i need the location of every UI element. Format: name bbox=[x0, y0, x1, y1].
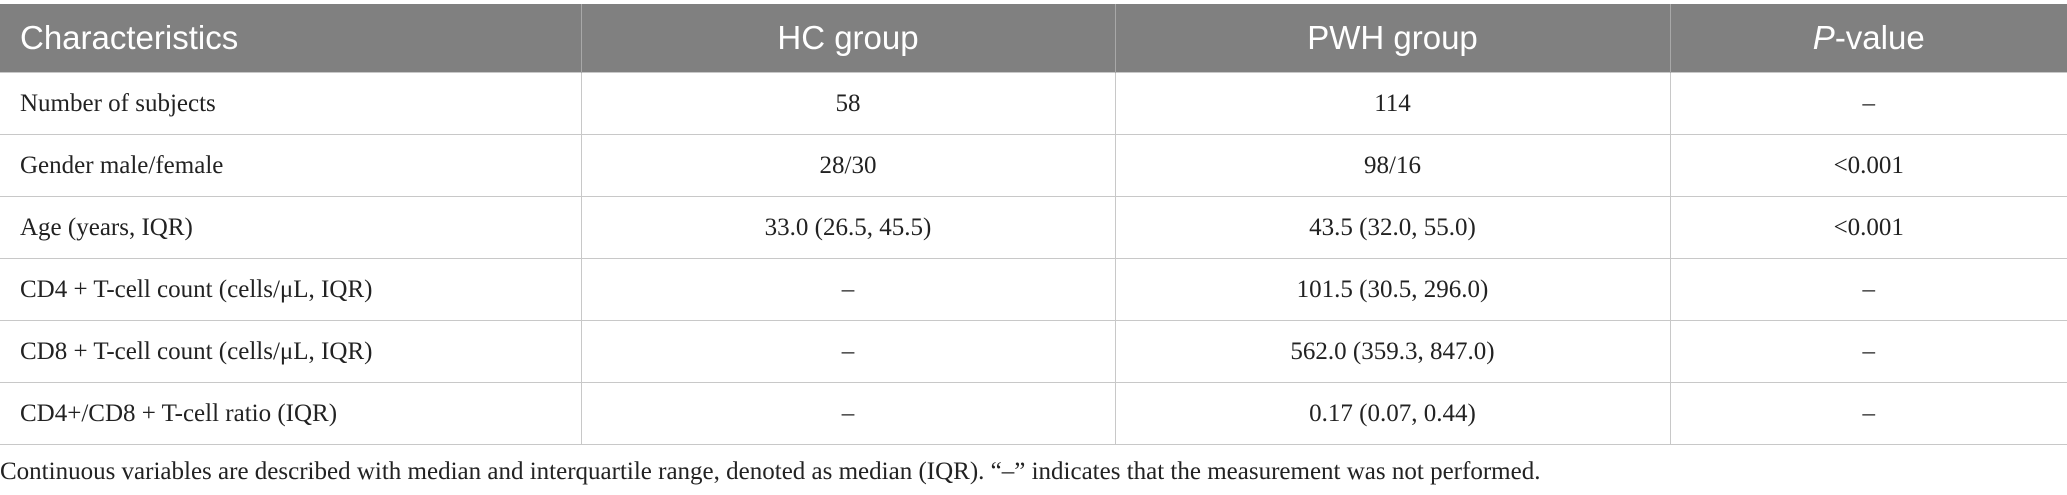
table-cell: – bbox=[1669, 320, 2067, 383]
table-cell: CD4+/CD8 + T-cell ratio (IQR) bbox=[0, 382, 582, 445]
table-cell: – bbox=[580, 382, 1116, 445]
table-cell: 43.5 (32.0, 55.0) bbox=[1114, 196, 1671, 259]
table-body: Number of subjects 58 114– Gender male/fema… bbox=[0, 72, 2067, 445]
table-cell: – bbox=[1669, 382, 2067, 445]
table-cell: 562.0 (359.3, 847.0) bbox=[1114, 320, 1671, 383]
table-cell: – bbox=[1669, 72, 2067, 135]
table-cell: CD8 + T-cell count (cells/μL, IQR) bbox=[0, 320, 582, 383]
table-cell: 98/16 bbox=[1114, 134, 1671, 197]
table-cell: <0.001 bbox=[1669, 134, 2067, 197]
table-row: CD4 + T-cell count (cells/μL, IQR) –101.5… bbox=[0, 258, 2067, 321]
column-header: HC group bbox=[580, 4, 1115, 73]
table-cell: 0.17 (0.07, 0.44) bbox=[1114, 382, 1671, 445]
characteristics-table: Characteristics HC group PWH group P-value … bbox=[0, 4, 2067, 445]
table-row: Number of subjects 58 114– bbox=[0, 72, 2067, 135]
header-row: Characteristics HC group PWH group P-value bbox=[0, 4, 2067, 73]
table-cell: 101.5 (30.5, 296.0) bbox=[1114, 258, 1671, 321]
table-cell: – bbox=[580, 320, 1116, 383]
table-row: Age (years, IQR) 33.0 (26.5, 45.5) 43.5 (3… bbox=[0, 196, 2067, 259]
table-cell: <0.001 bbox=[1669, 196, 2067, 259]
column-header: P-value bbox=[1669, 4, 2067, 73]
footnote: Continuous variables are described with … bbox=[0, 458, 1541, 485]
table-cell: Number of subjects bbox=[0, 72, 582, 135]
table-row: CD4+/CD8 + T-cell ratio (IQR) –0.17 (0.07… bbox=[0, 382, 2067, 445]
column-header: Characteristics bbox=[0, 4, 581, 73]
table-cell: 58 bbox=[580, 72, 1116, 135]
table-cell: Age (years, IQR) bbox=[0, 196, 582, 259]
column-header: PWH group bbox=[1114, 4, 1670, 73]
header-italic: P bbox=[1812, 19, 1835, 56]
table-row: CD8 + T-cell count (cells/μL, IQR) –562.0… bbox=[0, 320, 2067, 383]
table-cell: – bbox=[1669, 258, 2067, 321]
table-cell: Gender male/female bbox=[0, 134, 582, 197]
table-row: Gender male/female 28/30 98/16 <0.001 bbox=[0, 134, 2067, 197]
table-cell: 33.0 (26.5, 45.5) bbox=[580, 196, 1116, 259]
table-cell: 114 bbox=[1114, 72, 1671, 135]
header-text: -value bbox=[1834, 19, 1925, 56]
table-cell: – bbox=[580, 258, 1116, 321]
table-cell: 28/30 bbox=[580, 134, 1116, 197]
table-cell: CD4 + T-cell count (cells/μL, IQR) bbox=[0, 258, 582, 321]
